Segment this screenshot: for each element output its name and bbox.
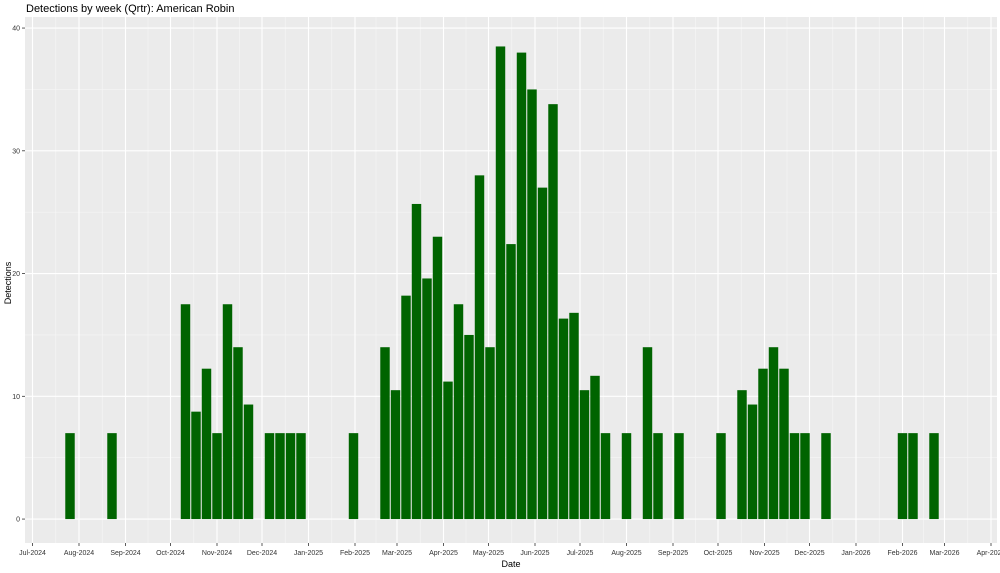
bar — [191, 411, 201, 520]
x-axis: Jul-2024 Aug-2024 Sep-2024 Oct-2024 Nov-2024… — [19, 543, 1000, 557]
x-tick-label: Mar-2025 — [382, 550, 412, 557]
bar — [821, 433, 831, 520]
x-tick-label: Sep-2025 — [658, 550, 688, 557]
x-tick-label: Jul-2025 — [567, 550, 594, 557]
x-tick-label: Jan-2026 — [841, 550, 870, 557]
x-tick-label: Jun-2025 — [520, 550, 549, 557]
bar — [506, 244, 516, 520]
bar — [579, 390, 590, 520]
bar — [422, 278, 432, 520]
x-tick-label: Nov-2025 — [749, 550, 779, 557]
bar — [243, 404, 254, 520]
bar — [201, 368, 212, 520]
x-tick-label: Dec-2025 — [794, 550, 824, 557]
bar — [674, 433, 684, 520]
bar — [768, 347, 779, 520]
bar — [789, 433, 800, 520]
x-tick-label: Nov-2024 — [202, 550, 232, 557]
bar — [432, 236, 443, 520]
bar — [296, 433, 306, 520]
y-tick-label: 20 — [12, 271, 20, 278]
bar — [800, 433, 810, 520]
bar — [380, 347, 390, 520]
y-tick-label: 10 — [12, 394, 20, 401]
x-tick-label: May-2025 — [473, 550, 504, 557]
bar — [233, 347, 243, 520]
bar — [222, 304, 233, 520]
x-axis-title: Date — [501, 559, 520, 569]
bar — [747, 404, 758, 520]
bar — [758, 368, 768, 520]
bar — [929, 433, 939, 520]
bar — [107, 433, 117, 520]
x-tick-label: Aug-2024 — [64, 550, 94, 557]
bar — [474, 175, 485, 520]
bar — [569, 312, 579, 520]
bar — [443, 381, 453, 520]
y-tick-label: 30 — [12, 148, 20, 155]
bar — [537, 187, 548, 520]
bar — [908, 433, 918, 520]
bar — [390, 390, 401, 520]
bar — [180, 304, 191, 520]
bar — [464, 334, 474, 520]
bar — [401, 295, 411, 520]
y-tick-label: 0 — [16, 517, 20, 524]
y-axis: 0 10 20 30 40 — [12, 26, 25, 524]
bar — [212, 433, 222, 520]
bar — [621, 433, 632, 520]
bar — [600, 433, 611, 520]
bar — [737, 390, 747, 520]
bar — [590, 375, 600, 520]
bar — [653, 433, 663, 520]
x-tick-label: Aug-2025 — [611, 550, 641, 557]
bars — [65, 46, 939, 520]
x-tick-label: Sep-2024 — [110, 550, 140, 557]
bar — [548, 104, 558, 520]
bar — [411, 203, 422, 520]
bar — [285, 433, 296, 520]
x-tick-label: Oct-2024 — [156, 550, 185, 557]
x-tick-label: Mar-2026 — [930, 550, 960, 557]
x-tick-label: Oct-2025 — [704, 550, 733, 557]
bar — [558, 318, 569, 520]
bar — [348, 433, 359, 520]
x-tick-label: Apr-2026 — [977, 550, 1000, 557]
x-tick-label: Apr-2025 — [429, 550, 458, 557]
x-tick-label: Dec-2024 — [247, 550, 277, 557]
bar — [485, 347, 495, 520]
x-tick-label: Jul-2024 — [19, 550, 46, 557]
x-tick-label: Feb-2026 — [888, 550, 918, 557]
x-tick-label: Jan-2025 — [294, 550, 323, 557]
bar — [65, 433, 75, 520]
bar — [516, 52, 527, 520]
bar — [275, 433, 285, 520]
bar — [495, 46, 506, 520]
bar — [453, 304, 464, 520]
chart-title: Detections by week (Qrtr): American Robi… — [26, 3, 234, 15]
y-tick-label: 40 — [12, 26, 20, 33]
bar — [264, 433, 275, 520]
y-axis-title: Detections — [3, 261, 13, 304]
x-tick-label: Feb-2025 — [340, 550, 370, 557]
bar — [897, 433, 908, 520]
bar — [716, 433, 726, 520]
bar — [779, 368, 789, 520]
bar — [527, 89, 537, 520]
bar — [642, 347, 653, 520]
